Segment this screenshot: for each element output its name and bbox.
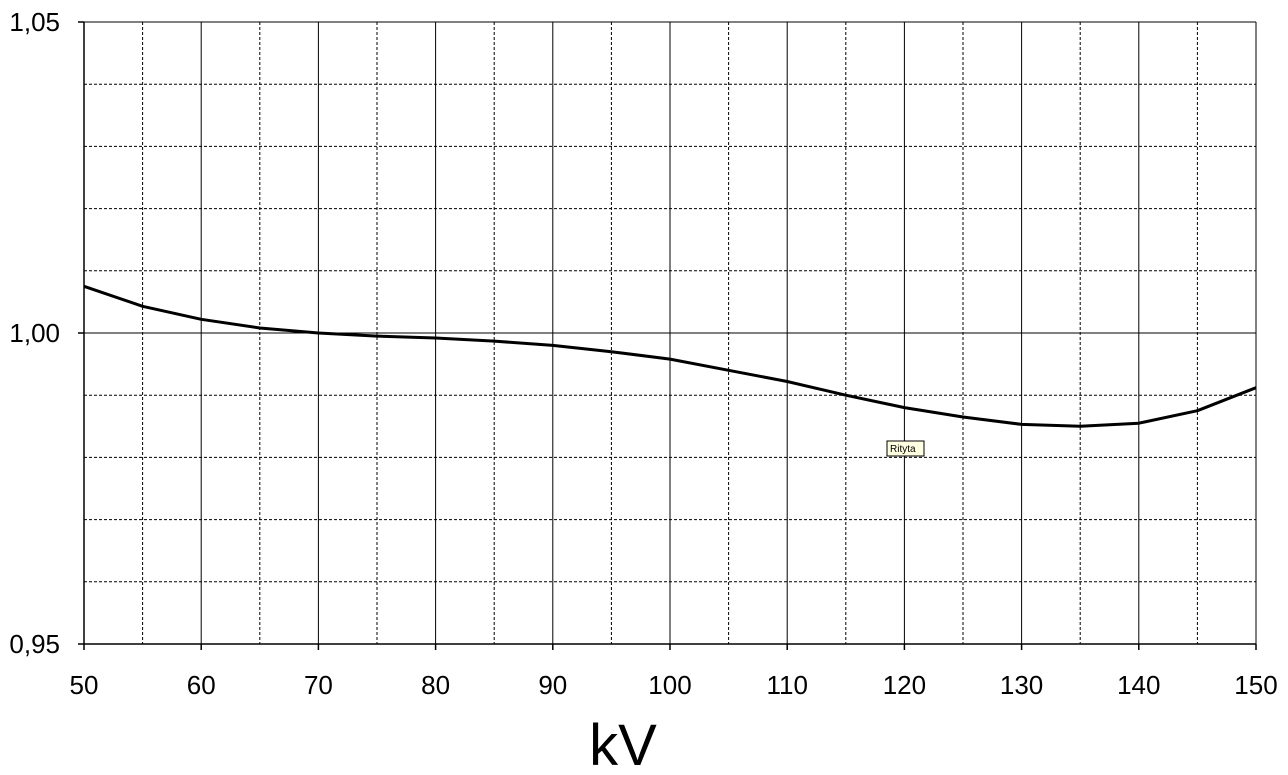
annotation-tooltip: Rityta <box>886 440 925 457</box>
annotation-box <box>886 440 925 457</box>
axes <box>78 21 1257 650</box>
annotation-label: Rityta <box>890 444 916 455</box>
x-tick-label: 90 <box>538 670 567 700</box>
x-tick-label: 150 <box>1234 670 1277 700</box>
y-tick-label: 1,00 <box>9 318 60 348</box>
x-tick-label: 140 <box>1117 670 1160 700</box>
series-line <box>83 284 1257 428</box>
y-tick-label: 1,05 <box>9 7 60 37</box>
x-tick-label: 100 <box>648 670 691 700</box>
x-tick-label: 50 <box>70 670 99 700</box>
x-tick-label: 80 <box>421 670 450 700</box>
x-tick-label: 120 <box>883 670 926 700</box>
x-axis-label: kV <box>589 713 657 775</box>
grid <box>83 21 1257 645</box>
x-tick-label: 110 <box>766 670 807 700</box>
y-tick-label: 0,95 <box>9 629 60 659</box>
x-tick-labels: 50 60 70 80 90 100 110 120 130 140 150 <box>70 670 1278 700</box>
y-tick-labels: 0,95 1,00 1,05 <box>9 7 60 659</box>
x-tick-label: 60 <box>187 670 216 700</box>
series-group <box>83 284 1257 428</box>
x-tick-label: 130 <box>1000 670 1043 700</box>
x-tick-label: 70 <box>304 670 333 700</box>
